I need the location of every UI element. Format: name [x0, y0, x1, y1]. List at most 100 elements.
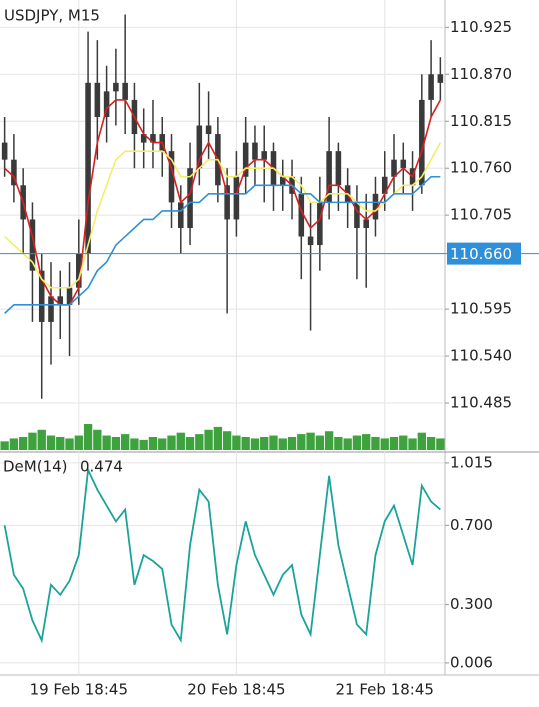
candle — [419, 74, 425, 194]
candle-body — [307, 236, 314, 246]
candle-body — [279, 176, 286, 186]
volume-bar — [241, 437, 250, 450]
volume-bar — [158, 438, 167, 450]
volume-bar — [83, 424, 93, 450]
candle — [363, 193, 369, 288]
moving-average-line — [4, 99, 442, 306]
volume-bar — [204, 429, 213, 450]
volume-bar — [176, 432, 185, 450]
candle-body — [168, 151, 175, 203]
volume-bar — [343, 438, 352, 450]
volume-bar — [436, 438, 445, 450]
candle-body — [150, 134, 156, 143]
volume-bar — [213, 426, 223, 450]
candle-body — [85, 82, 91, 254]
volume-bar — [380, 438, 389, 450]
volume-bar — [46, 435, 56, 450]
volume-bar — [278, 438, 287, 450]
volume-bar — [139, 439, 148, 450]
candle — [205, 91, 212, 160]
candle — [261, 125, 267, 203]
candle — [335, 142, 342, 211]
volume-bar — [111, 437, 121, 450]
volume-bar — [297, 434, 306, 450]
volume-bar — [250, 438, 260, 450]
candle — [178, 185, 184, 254]
candle-body — [29, 219, 36, 271]
candle-body — [381, 176, 388, 194]
y-tick-label: 110.595 — [450, 300, 512, 318]
candle-body — [428, 74, 434, 100]
volume-bar — [352, 435, 362, 450]
last-price-box — [447, 242, 521, 265]
candle — [381, 151, 388, 211]
volume-bar — [120, 434, 130, 450]
volume-bar — [306, 432, 315, 450]
volume-bar — [102, 435, 111, 450]
volume-bar — [9, 438, 19, 450]
candle-body — [372, 193, 379, 220]
volume-bar — [74, 435, 83, 450]
candle — [140, 108, 147, 169]
chart-title: USDJPY, M15 — [4, 7, 100, 25]
candle — [307, 202, 314, 331]
y-tick-label: 110.705 — [450, 206, 512, 224]
candle — [48, 262, 54, 365]
volume-bar — [195, 434, 204, 450]
volume-bar — [56, 437, 65, 450]
candle-body — [48, 296, 54, 322]
candle — [437, 57, 444, 100]
y-tick-label: 110.870 — [450, 65, 512, 83]
candle — [122, 14, 128, 135]
candle — [252, 125, 258, 186]
candle — [391, 134, 397, 194]
indicator-line — [3, 466, 441, 644]
volume-bar — [260, 437, 269, 450]
indicator-name: DeM(14) — [3, 458, 68, 476]
candle-body — [196, 125, 203, 169]
candle-body — [103, 91, 110, 117]
candle-body — [187, 168, 193, 228]
candle — [113, 48, 119, 126]
indicator-value: 0.474 — [80, 458, 123, 476]
y-tick-label: 0.300 — [450, 595, 493, 613]
y-tick-label: 110.815 — [450, 112, 512, 130]
y-tick-label: 1.015 — [450, 453, 493, 471]
volume-bar — [37, 429, 46, 450]
candle-body — [400, 159, 407, 169]
candle — [85, 31, 91, 271]
x-tick-label: 21 Feb 18:45 — [336, 681, 434, 699]
candle — [66, 262, 73, 357]
volume-bar — [389, 437, 399, 450]
volume-bar — [324, 431, 334, 450]
candle-body — [326, 151, 332, 203]
volume-bar — [185, 437, 195, 450]
candle — [150, 99, 156, 169]
x-tick-label: 19 Feb 18:45 — [30, 681, 128, 699]
volume-bar — [232, 435, 241, 450]
candle — [372, 176, 379, 237]
volume-bar — [417, 432, 426, 450]
candle-body — [261, 151, 267, 160]
candle-body — [233, 176, 240, 220]
volume-bar — [287, 437, 297, 450]
last-price-label: 110.660 — [450, 245, 512, 263]
y-tick-label: 0.006 — [450, 653, 493, 671]
candle-body — [363, 219, 369, 228]
candle — [168, 134, 175, 228]
candle-body — [335, 151, 342, 186]
volume-bar — [269, 435, 278, 450]
candle-body — [38, 270, 45, 322]
candle — [76, 219, 82, 305]
candle — [103, 65, 110, 143]
volume-bar — [315, 435, 325, 450]
volume-bar — [130, 438, 139, 450]
volume-bar — [399, 435, 408, 450]
candle-body — [94, 82, 101, 117]
volume-bar — [167, 435, 176, 450]
candle-body — [1, 142, 8, 160]
volume-bar — [222, 431, 232, 450]
candle — [11, 134, 17, 203]
